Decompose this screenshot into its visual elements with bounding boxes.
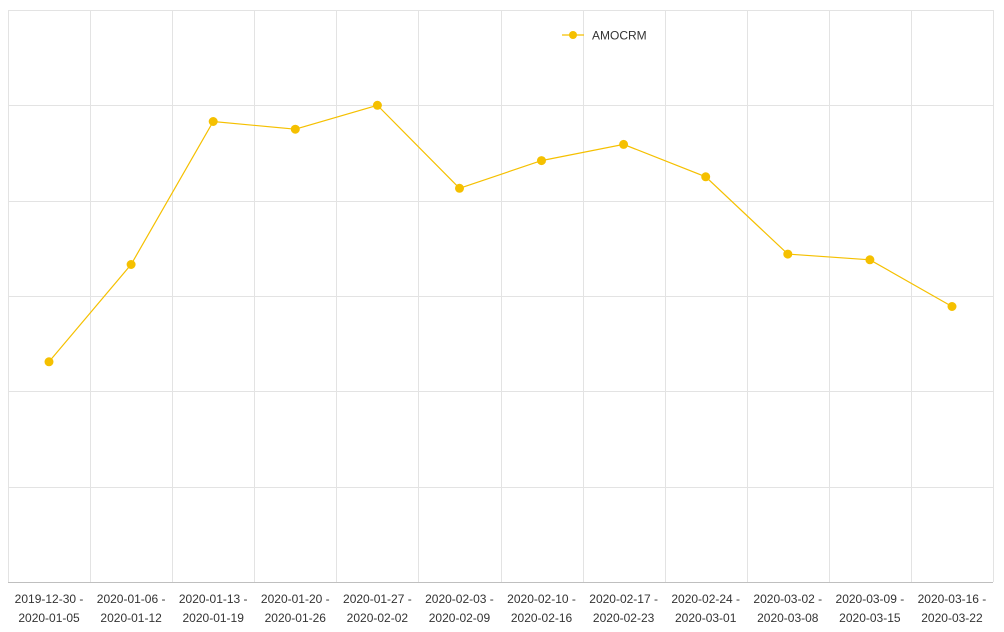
x-tick-label: 2020-02-03 - 2020-02-09 [425,592,494,625]
x-tick-label: 2020-03-09 - 2020-03-15 [836,592,905,625]
x-tick-label-line: 2020-02-10 - [507,592,576,606]
x-tick-label-line: 2019-12-30 - [15,592,84,606]
x-tick-label-line: 2020-01-27 - [343,592,412,606]
x-tick-label: 2019-12-30 - 2020-01-05 [15,592,84,625]
x-tick-label-line: 2020-02-17 - [589,592,658,606]
data-point [208,117,218,126]
legend: AMOCRM [562,29,647,43]
data-point [290,124,300,134]
data-point [619,139,629,149]
x-tick-label-line: 2020-01-19 [183,611,245,625]
horizontal-gridlines [8,10,993,488]
x-tick-label-line: 2020-01-13 - [179,592,248,606]
x-tick-label-line: 2020-02-03 - [425,592,494,606]
x-tick-label-line: 2020-02-23 [593,611,655,625]
data-point [537,156,546,166]
x-tick-label-line: 2020-03-02 - [753,592,822,606]
series-line [48,104,953,363]
x-tick-label: 2020-03-16 - 2020-03-22 [918,592,987,625]
data-point [947,302,957,311]
x-tick-label-line: 2020-01-06 - [97,592,166,606]
x-tick-label-line: 2020-03-15 [839,611,901,625]
x-tick-label: 2020-01-13 - 2020-01-19 [179,592,248,625]
x-tick-label-line: 2020-03-01 [675,611,737,625]
x-tick-label-line: 2020-02-16 [511,611,573,625]
legend-label: AMOCRM [592,29,647,43]
series-layer [44,100,957,367]
x-tick-label-line: 2020-02-09 [429,611,491,625]
x-tick-label: 2020-03-02 - 2020-03-08 [753,592,822,625]
x-tick-label-line: 2020-01-12 [100,611,162,625]
x-tick-label: 2020-02-10 - 2020-02-16 [507,592,576,625]
x-tick-label: 2020-02-17 - 2020-02-23 [589,592,658,625]
x-tick-label-line: 2020-01-20 - [261,592,330,606]
x-tick-label-line: 2020-03-09 - [836,592,905,606]
x-tick-label-line: 2020-01-26 [265,611,327,625]
x-tick-label-line: 2020-03-22 [921,611,983,625]
data-point [783,249,793,259]
x-tick-label: 2020-01-27 - 2020-02-02 [343,592,412,625]
data-point [701,172,711,182]
legend-marker [569,31,577,39]
data-point [865,255,875,265]
vertical-gridlines [8,10,994,582]
x-tick-label-line: 2020-01-05 [18,611,80,625]
x-tick-label-line: 2020-03-08 [757,611,819,625]
data-point [126,260,136,269]
x-tick-label: 2020-01-06 - 2020-01-12 [97,592,166,625]
data-point [44,357,54,367]
x-tick-label-line: 2020-02-02 [347,611,409,625]
x-tick-label: 2020-02-24 - 2020-03-01 [671,592,740,625]
x-tick-label-line: 2020-02-24 - [671,592,740,606]
x-tick-label: 2020-01-20 - 2020-01-26 [261,592,330,625]
x-tick-label-line: 2020-03-16 - [918,592,987,606]
data-point [455,183,464,193]
data-point [372,100,382,110]
